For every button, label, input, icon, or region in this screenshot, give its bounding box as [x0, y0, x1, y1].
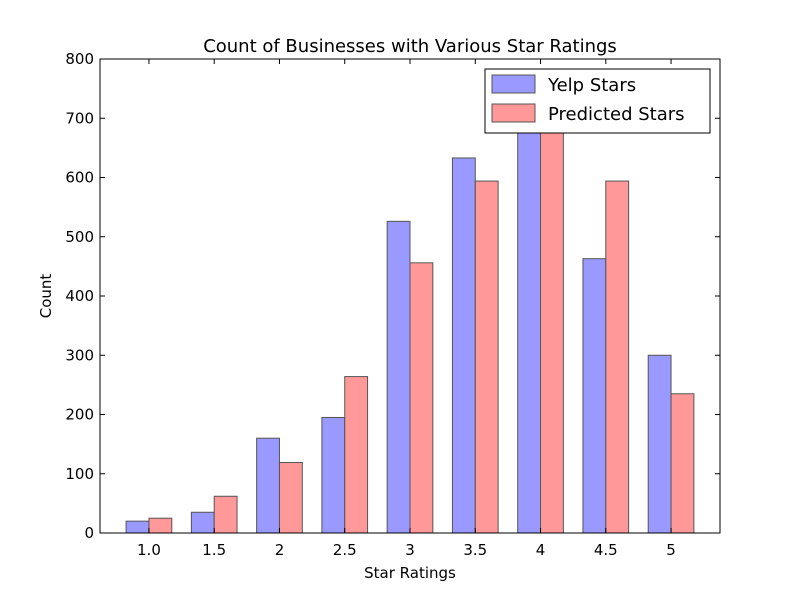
bar-yelp-2.5 — [321, 416, 346, 534]
bar-predicted-4.5 — [605, 180, 630, 534]
bar-predicted-2 — [278, 461, 303, 534]
x-axis: 1.0 1.5 2 2.5 3 3.5 4 4.5 5 — [137, 59, 676, 559]
legend-swatch — [491, 103, 536, 123]
x-tick-label: 1.0 — [137, 541, 161, 559]
bar-predicted-5 — [670, 393, 695, 534]
y-tick-label: 0 — [84, 524, 94, 542]
legend-swatch — [491, 74, 536, 94]
x-tick-label: 1.5 — [202, 541, 226, 559]
y-tick-label: 800 — [65, 50, 94, 68]
y-tick-label: 100 — [65, 465, 94, 483]
x-tick-label: 4.5 — [594, 541, 618, 559]
x-tick-label: 2 — [275, 541, 285, 559]
x-tick-label: 4 — [536, 541, 546, 559]
y-tick-label: 600 — [65, 169, 94, 187]
bar-predicted-4 — [540, 129, 564, 534]
x-tick-label: 2.5 — [333, 541, 357, 559]
bar-yelp-3 — [386, 220, 411, 534]
bar-yelp-4 — [517, 129, 542, 534]
bar-yelp-5 — [647, 354, 672, 534]
y-tick-label: 400 — [65, 287, 94, 305]
bar-predicted-3 — [409, 262, 434, 534]
legend: Yelp Stars Predicted Stars — [484, 68, 711, 134]
x-tick-label: 3 — [405, 541, 415, 559]
y-tick-label: 300 — [65, 346, 94, 364]
bar-yelp-1.5 — [190, 511, 215, 534]
bar-predicted-1.0 — [148, 517, 173, 534]
bar-predicted-1.5 — [213, 495, 238, 534]
y-axis-title: Count — [37, 274, 55, 319]
legend-label: Yelp Stars — [547, 75, 636, 96]
bar-yelp-1.0 — [125, 520, 150, 534]
x-axis-title: Star Ratings — [364, 564, 456, 582]
y-tick-label: 200 — [65, 406, 94, 424]
y-axis: 0 100 200 300 400 500 600 700 800 — [65, 50, 720, 542]
legend-label: Predicted Stars — [548, 104, 685, 125]
bars-group — [125, 129, 695, 534]
bar-yelp-3.5 — [451, 157, 476, 534]
chart-title: Count of Businesses with Various Star Ra… — [203, 36, 617, 57]
y-tick-label: 700 — [65, 109, 94, 127]
bar-predicted-2.5 — [344, 376, 369, 534]
bar-yelp-2 — [256, 437, 280, 534]
bar-yelp-4.5 — [582, 258, 607, 534]
x-tick-label: 3.5 — [463, 541, 487, 559]
y-tick-label: 500 — [65, 228, 94, 246]
bar-predicted-3.5 — [474, 180, 499, 534]
x-tick-label: 5 — [666, 541, 676, 559]
